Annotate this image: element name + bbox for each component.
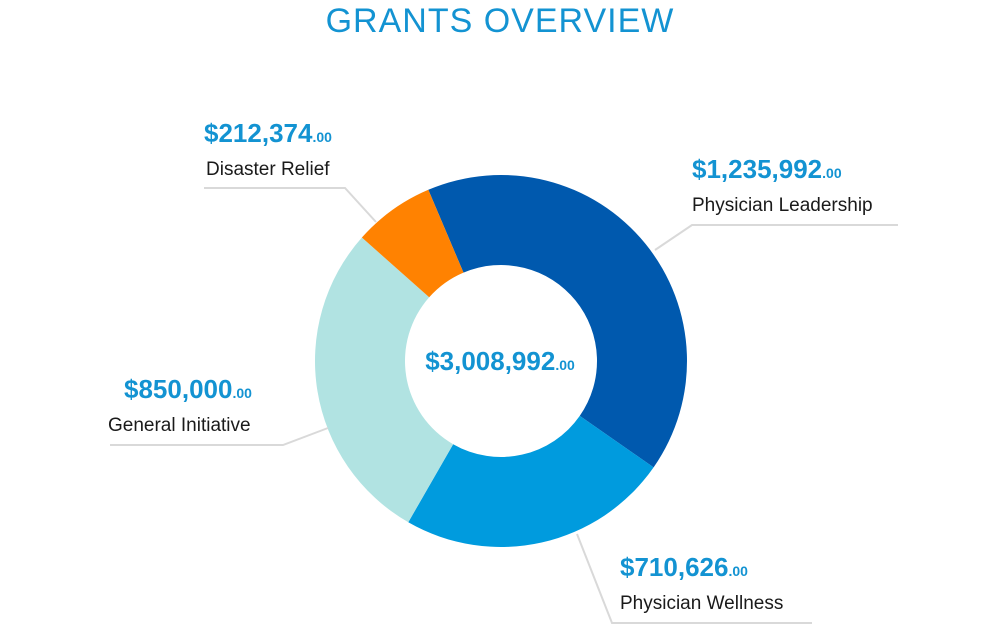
label-disaster-relief: $212,374.00 Disaster Relief bbox=[204, 118, 332, 182]
label-physician-leadership: $1,235,992.00 Physician Leadership bbox=[692, 154, 873, 218]
donut-slices bbox=[314, 174, 687, 547]
slice-physician-wellness bbox=[408, 415, 654, 547]
leader-line bbox=[576, 533, 812, 624]
slice-amount-cents: .00 bbox=[232, 385, 252, 401]
label-physician-wellness: $710,626.00 Physician Wellness bbox=[620, 552, 783, 616]
slice-amount-cents: .00 bbox=[312, 129, 332, 145]
chart-title: GRANTS OVERVIEW bbox=[325, 2, 675, 40]
total-amount: $3,008,992.00 bbox=[400, 346, 600, 377]
slice-disaster-relief bbox=[361, 189, 464, 298]
leader-line bbox=[654, 224, 898, 251]
slice-amount: $850,000.00 bbox=[124, 374, 252, 408]
slice-amount-cents: .00 bbox=[728, 563, 748, 579]
slice-amount-value: $850,000 bbox=[124, 374, 233, 404]
leader-line bbox=[110, 427, 329, 446]
slice-label: General Initiative bbox=[108, 415, 251, 436]
slice-label: Physician Wellness bbox=[620, 593, 784, 614]
leader-line bbox=[204, 187, 377, 223]
slice-amount: $710,626.00 bbox=[620, 552, 783, 586]
total-amount-value: $3,008,992 bbox=[425, 346, 556, 376]
total-amount-cents: .00 bbox=[555, 357, 575, 373]
leader-lines bbox=[110, 187, 898, 624]
slice-amount: $1,235,992.00 bbox=[692, 154, 873, 188]
slice-general-initiative bbox=[314, 237, 454, 523]
slice-label: Disaster Relief bbox=[206, 159, 330, 180]
slice-amount-value: $710,626 bbox=[620, 552, 729, 582]
slice-label: Physician Leadership bbox=[692, 195, 873, 216]
slice-amount-value: $212,374 bbox=[204, 118, 313, 148]
slice-physician-leadership bbox=[428, 174, 687, 468]
slice-amount-cents: .00 bbox=[822, 165, 842, 181]
label-general-initiative: $850,000.00 General Initiative bbox=[108, 374, 252, 438]
slice-amount-value: $1,235,992 bbox=[692, 154, 823, 184]
slice-amount: $212,374.00 bbox=[204, 118, 332, 152]
